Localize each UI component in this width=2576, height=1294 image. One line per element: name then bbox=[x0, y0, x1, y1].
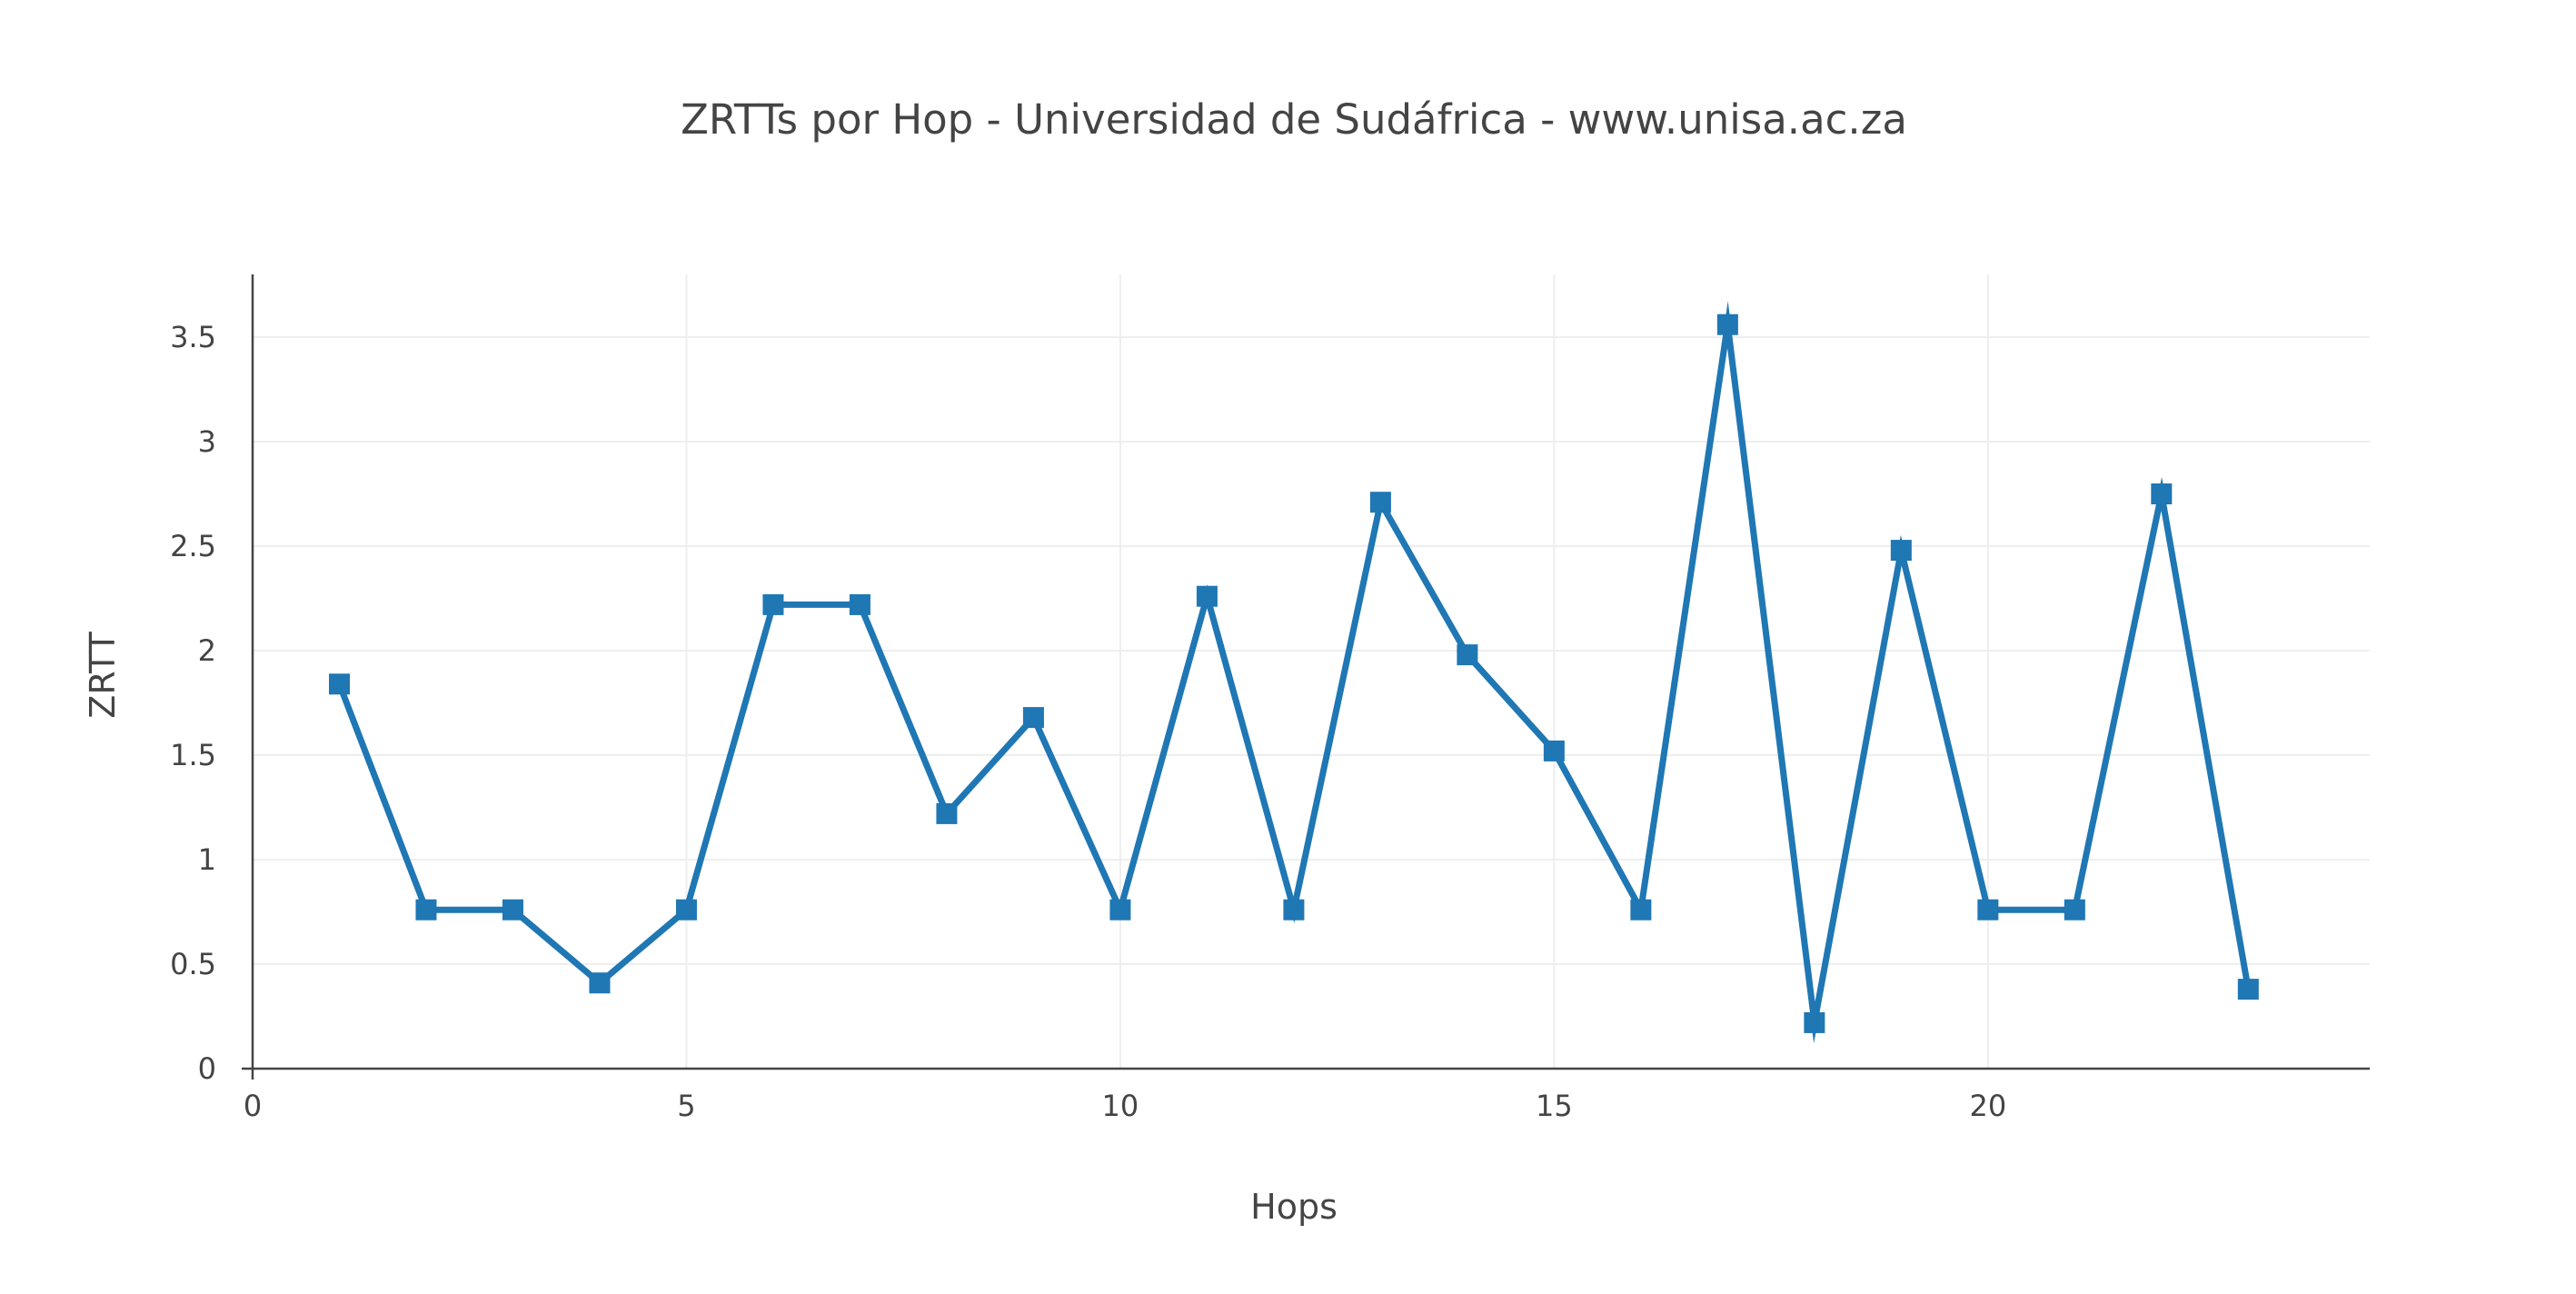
y-axis-title: ZRTT bbox=[83, 632, 123, 719]
data-point-marker bbox=[936, 802, 958, 824]
data-point-marker bbox=[589, 972, 611, 994]
y-tick-label: 0.5 bbox=[170, 947, 216, 981]
series-layer bbox=[328, 301, 2259, 1044]
data-point-marker bbox=[1804, 1011, 1825, 1033]
ticks-layer: 0 0.5 1 1.5 2 2.5 3 3.5 0 5 10 15 20 bbox=[170, 320, 2006, 1123]
y-tick-label: 3 bbox=[198, 424, 216, 459]
data-point-marker bbox=[1369, 492, 1391, 513]
data-point-marker bbox=[675, 899, 697, 921]
data-point-marker bbox=[1283, 899, 1305, 921]
axes-layer bbox=[242, 274, 2370, 1080]
data-point-marker bbox=[502, 899, 523, 921]
data-point-marker bbox=[1977, 899, 1999, 921]
y-tick-label: 2.5 bbox=[170, 529, 216, 563]
x-tick-label: 15 bbox=[1536, 1089, 1573, 1123]
y-tick-label: 1 bbox=[198, 842, 216, 877]
y-tick-label: 0 bbox=[198, 1051, 216, 1086]
data-point-marker bbox=[1716, 314, 1738, 335]
data-point-marker bbox=[1890, 540, 1912, 562]
data-point-marker bbox=[1630, 899, 1652, 921]
data-point-marker bbox=[1457, 644, 1478, 666]
data-point-marker bbox=[849, 593, 870, 615]
data-point-marker bbox=[1543, 740, 1565, 761]
chart-title: ZRTTs por Hop - Universidad de Sudáfrica… bbox=[681, 95, 1907, 144]
data-point-marker bbox=[762, 593, 784, 615]
data-point-marker bbox=[2064, 899, 2085, 921]
x-tick-label: 0 bbox=[244, 1089, 262, 1123]
x-tick-label: 10 bbox=[1102, 1089, 1139, 1123]
y-tick-label: 3.5 bbox=[170, 320, 216, 354]
y-tick-label: 2 bbox=[198, 633, 216, 668]
data-point-marker bbox=[1109, 899, 1131, 921]
x-tick-label: 5 bbox=[677, 1089, 695, 1123]
data-point-marker bbox=[2151, 483, 2173, 504]
data-point-marker bbox=[1022, 707, 1044, 729]
y-tick-label: 1.5 bbox=[170, 738, 216, 772]
x-axis-title: Hops bbox=[1250, 1187, 1338, 1227]
data-point-marker bbox=[415, 899, 437, 921]
data-point-marker bbox=[328, 673, 350, 695]
data-point-marker bbox=[1196, 585, 1218, 607]
x-tick-label: 20 bbox=[1969, 1089, 2006, 1123]
grid-layer bbox=[253, 274, 2370, 1069]
data-point-marker bbox=[2237, 979, 2259, 1000]
